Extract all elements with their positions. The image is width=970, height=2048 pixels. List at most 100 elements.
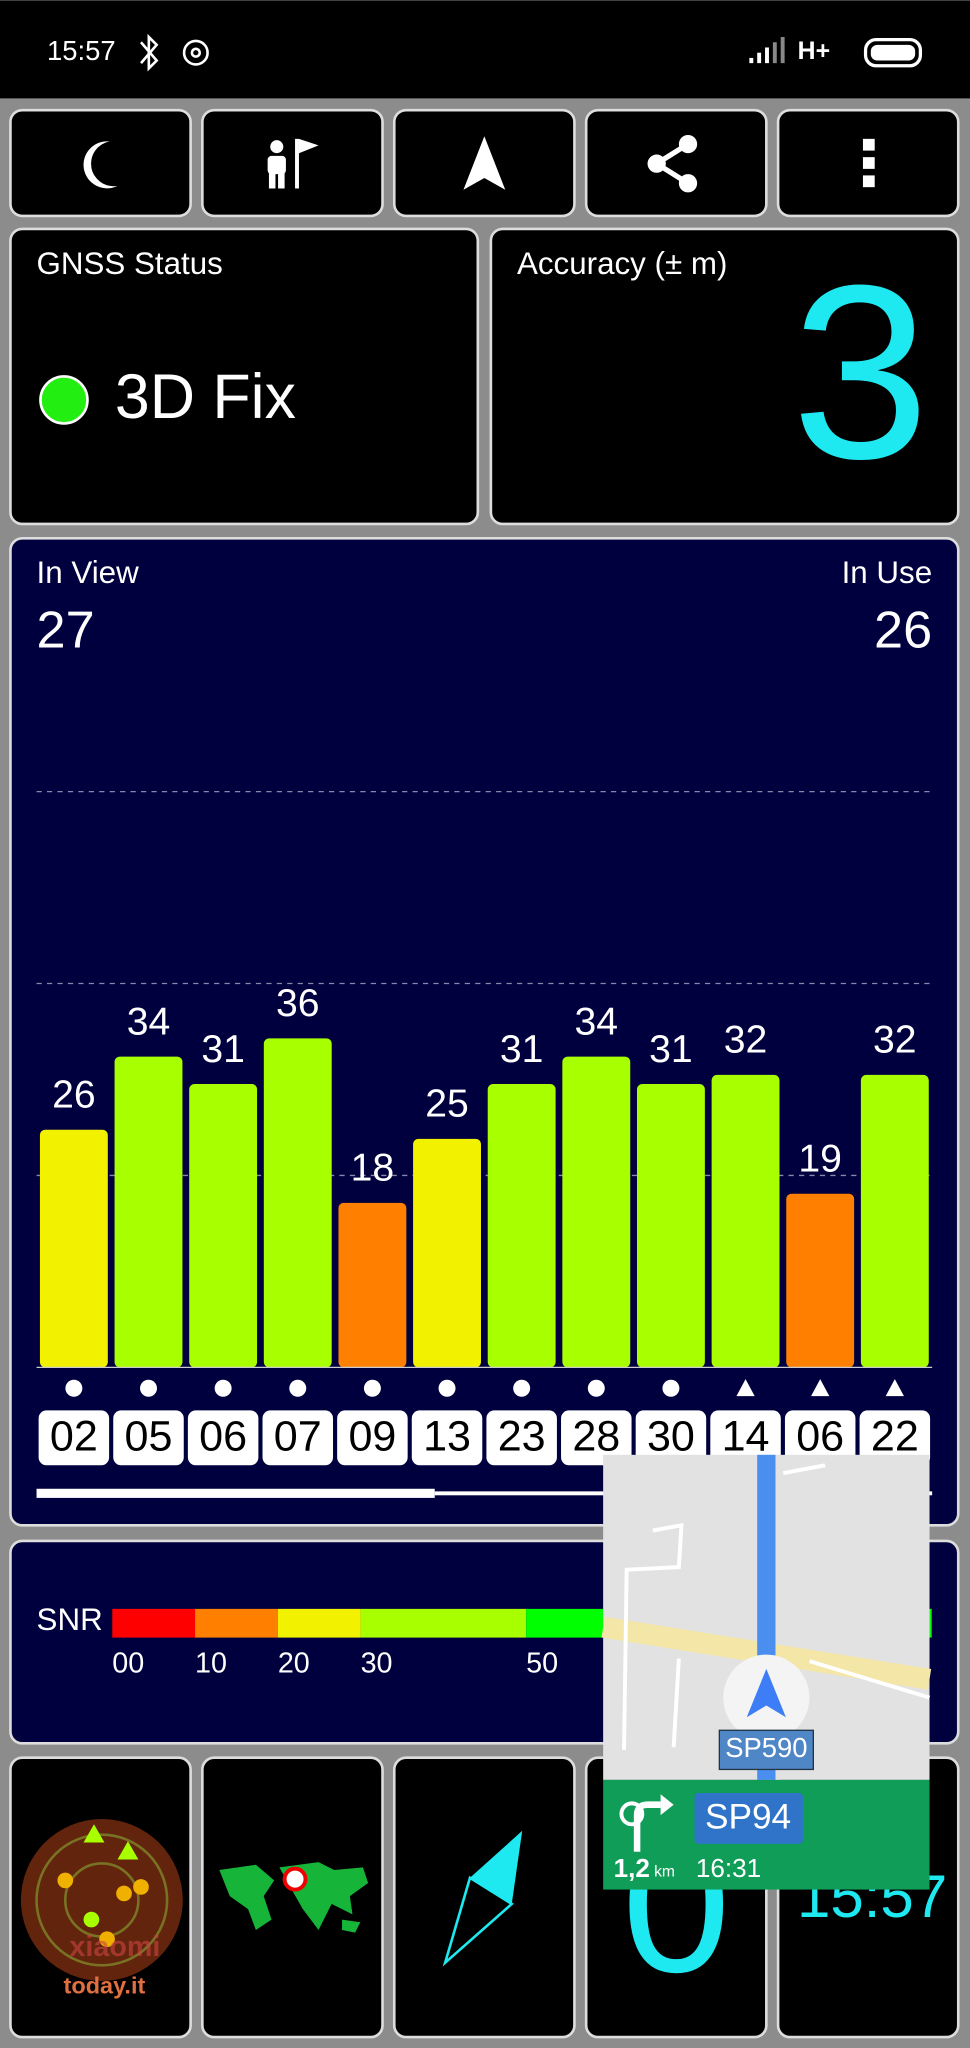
satellite-id: 05 [125, 1413, 173, 1461]
hotspot-icon-dot [190, 47, 202, 58]
turn-distance: 1,2 [614, 1853, 650, 1883]
snr-tick-label: 50 [526, 1648, 558, 1680]
satellite-id: 30 [647, 1413, 695, 1461]
road-label-box [718, 1729, 814, 1771]
compass-needle-south [442, 1875, 514, 1967]
road-label: SP590 [725, 1732, 807, 1763]
status-icons [140, 33, 209, 72]
constellation-marker [513, 1379, 531, 1397]
snr-tick-label: 10 [195, 1648, 227, 1680]
satellite-triangle [83, 1824, 105, 1843]
find-button[interactable] [201, 108, 384, 218]
satellite-triangle [117, 1841, 139, 1860]
satellite-id: 02 [50, 1413, 98, 1461]
signal-bar [749, 57, 754, 64]
accuracy-value: 3 [792, 233, 930, 511]
satellite-id-box [635, 1410, 707, 1466]
bar-value-label: 31 [500, 1028, 544, 1071]
icon-leg [278, 172, 285, 189]
satellite-dot [116, 1885, 132, 1902]
compass-panel[interactable] [392, 1756, 576, 2039]
bar [39, 1129, 108, 1368]
satellite-dot [83, 1911, 100, 1928]
share-node [678, 174, 698, 193]
constellation-marker [662, 1379, 680, 1397]
battery-level [870, 44, 916, 61]
snr-tick-label: 30 [361, 1648, 393, 1680]
constellation-marker [289, 1379, 307, 1397]
menu-dot [862, 138, 875, 151]
satellite-id-box [784, 1410, 856, 1466]
snr-label: SNR [37, 1602, 103, 1637]
satellite-id: 07 [274, 1413, 322, 1461]
bar [711, 1074, 780, 1368]
icon-body [267, 155, 286, 175]
radar-panel[interactable] [9, 1756, 192, 2039]
satellite-id-box [411, 1410, 483, 1466]
bar-value-label: 18 [351, 1147, 395, 1190]
status-bar [0, 0, 970, 99]
share-button[interactable] [584, 108, 768, 218]
network-type: H+ [798, 38, 830, 65]
satellite-id-box [337, 1410, 408, 1466]
bar-value-label: 36 [276, 982, 320, 1025]
satellite-id-box [113, 1410, 184, 1466]
satellite-id-box [38, 1410, 110, 1466]
bar-value-label: 32 [873, 1019, 917, 1062]
constellation-marker [811, 1379, 830, 1397]
share-node [678, 134, 698, 154]
signal-bar [780, 37, 785, 64]
bar-value-label: 26 [52, 1073, 96, 1116]
person-flag-icon [267, 138, 319, 189]
bar [413, 1138, 481, 1368]
scrollbar-thumb [36, 1488, 435, 1498]
turn-roundabout [619, 1801, 645, 1827]
radar-ring [35, 1833, 169, 1967]
menu-dot [862, 157, 875, 169]
satellite-id: 13 [423, 1413, 471, 1461]
satellite-id: 22 [871, 1413, 919, 1461]
arrival-time: 16:31 [696, 1853, 761, 1883]
navigation-overlay[interactable]: SP590 SP94 1,2 km 16:31 [601, 1454, 932, 1890]
share-node [647, 154, 666, 173]
snr-scale-segment [195, 1608, 278, 1638]
accuracy-panel [489, 227, 960, 526]
bar-value-label: 19 [798, 1137, 842, 1180]
hotspot-icon [182, 39, 209, 66]
snr-tick-label: 00 [112, 1648, 144, 1680]
share-icon [647, 134, 698, 193]
signal-bar [757, 52, 762, 64]
constellation-marker [140, 1379, 157, 1397]
constellation-marker [736, 1379, 755, 1397]
icon-pole [295, 138, 299, 189]
accuracy-title: Accuracy (± m) [517, 246, 727, 281]
satellite-id-box [710, 1410, 781, 1466]
bar [487, 1084, 556, 1368]
satellite-id-box [486, 1410, 557, 1466]
bar [562, 1056, 631, 1368]
bar [114, 1056, 183, 1368]
world-map-panel[interactable] [201, 1756, 384, 2039]
satellite-id-box [262, 1410, 334, 1466]
toolbar [9, 108, 960, 218]
constellation-marker [214, 1379, 232, 1397]
next-road: SP94 [705, 1797, 791, 1836]
moon-icon [83, 141, 118, 189]
bar-value-label: 31 [201, 1028, 245, 1071]
satellite-id: 28 [572, 1413, 620, 1461]
status-time: 15:57 [47, 35, 116, 66]
night-mode-button[interactable] [9, 108, 192, 218]
fix-indicator [39, 375, 89, 425]
satellite-id-box [561, 1410, 632, 1466]
constellation-marker [885, 1379, 904, 1397]
next-road-box [694, 1792, 803, 1844]
signal-bar [765, 47, 769, 64]
map-roads [622, 1463, 931, 1750]
bar [636, 1084, 705, 1368]
bar-value-label: 31 [649, 1028, 693, 1071]
in-view-label: In View [37, 555, 140, 590]
menu-dot [862, 175, 875, 188]
